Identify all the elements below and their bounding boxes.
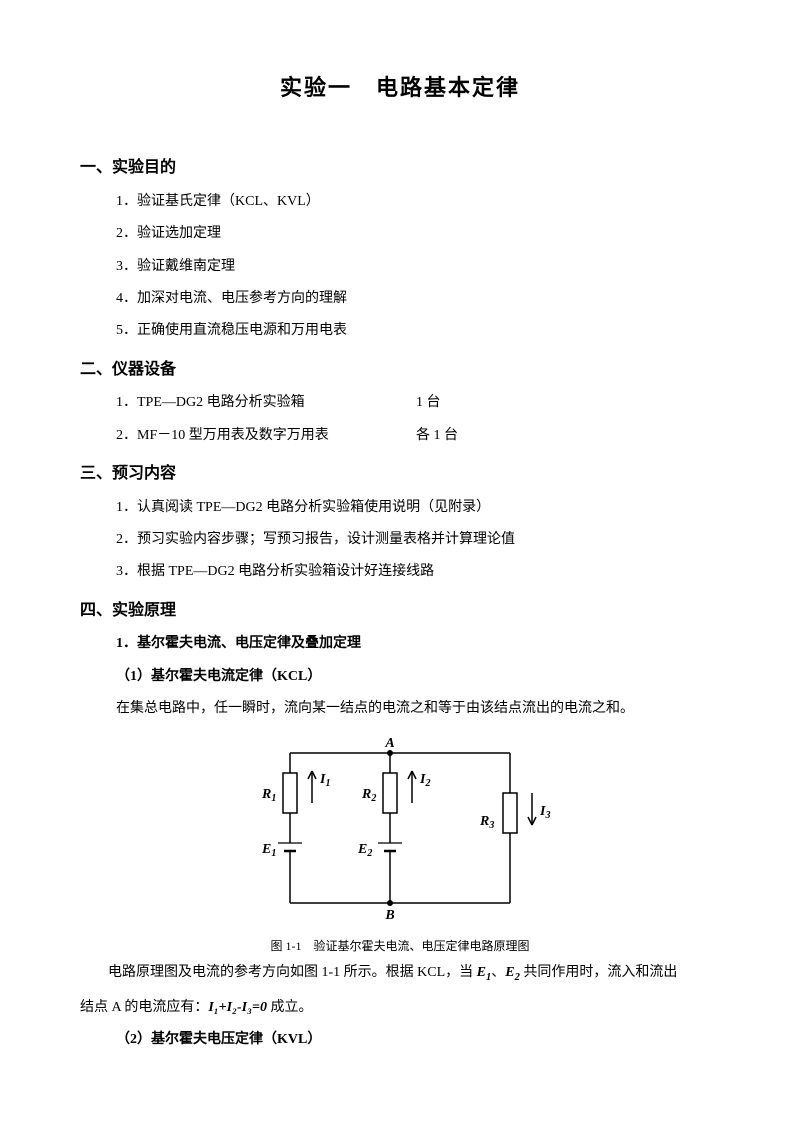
circuit-figure: A B I1 I2 I3 R1 R2 R3 E1 E2 bbox=[80, 733, 720, 931]
section-4-heading: 四、实验原理 bbox=[80, 598, 720, 624]
figure-caption: 图 1-1 验证基尔霍夫电流、电压定律电路原理图 bbox=[80, 937, 720, 956]
e2-label: E2 bbox=[357, 842, 372, 859]
list-item: 2．MF－10 型万用表及数字万用表 各 1 台 bbox=[116, 425, 720, 447]
page-title: 实验一 电路基本定律 bbox=[80, 70, 720, 105]
i3-label: I3 bbox=[539, 804, 550, 821]
list-item: 1．认真阅读 TPE—DG2 电路分析实验箱使用说明（见附录） bbox=[116, 497, 720, 519]
circuit-svg: A B I1 I2 I3 R1 R2 R3 E1 E2 bbox=[240, 733, 560, 923]
i2-label: I2 bbox=[419, 772, 430, 789]
kcl-equation: I₁+I₂-I₃=0 bbox=[208, 1000, 267, 1015]
section-1-list: 1．验证基氏定律（KCL、KVL） 2．验证选加定理 3．验证戴维南定理 4．加… bbox=[80, 191, 720, 343]
node-a-label: A bbox=[384, 736, 394, 751]
r2-label: R2 bbox=[361, 787, 376, 804]
equip-name: 1．TPE—DG2 电路分析实验箱 bbox=[116, 392, 416, 414]
list-item: 4．加深对电流、电压参考方向的理解 bbox=[116, 288, 720, 310]
kcl-text: 电路原理图及电流的参考方向如图 1-1 所示。根据 KCL，当 bbox=[108, 965, 477, 980]
equip-qty: 1 台 bbox=[416, 392, 441, 414]
kcl-para-2: 结点 A 的电流应有：I₁+I₂-I₃=0 成立。 bbox=[80, 997, 720, 1019]
kcl-text: 成立。 bbox=[267, 1000, 313, 1015]
list-item: 1．TPE—DG2 电路分析实验箱 1 台 bbox=[116, 392, 720, 414]
kcl-body: 在集总电路中，任一瞬时，流向某一结点的电流之和等于由该结点流出的电流之和。 bbox=[80, 698, 720, 720]
node-b-label: B bbox=[384, 908, 394, 923]
list-item: 2．验证选加定理 bbox=[116, 223, 720, 245]
section-3-list: 1．认真阅读 TPE—DG2 电路分析实验箱使用说明（见附录） 2．预习实验内容… bbox=[80, 497, 720, 584]
section-2-heading: 二、仪器设备 bbox=[80, 357, 720, 383]
r3-label: R3 bbox=[479, 814, 494, 831]
r1-label: R1 bbox=[261, 787, 276, 804]
list-item: 3．根据 TPE—DG2 电路分析实验箱设计好连接线路 bbox=[116, 561, 720, 583]
list-item: 1．验证基氏定律（KCL、KVL） bbox=[116, 191, 720, 213]
e1-label: E1 bbox=[261, 842, 276, 859]
kcl-text: 结点 A 的电流应有： bbox=[80, 1000, 208, 1015]
equip-name: 2．MF－10 型万用表及数字万用表 bbox=[116, 425, 416, 447]
section-2-list: 1．TPE—DG2 电路分析实验箱 1 台 2．MF－10 型万用表及数字万用表… bbox=[80, 392, 720, 447]
section-1-heading: 一、实验目的 bbox=[80, 155, 720, 181]
list-item: 5．正确使用直流稳压电源和万用电表 bbox=[116, 320, 720, 342]
i1-label: I1 bbox=[319, 772, 330, 789]
section-4-sub1: 1．基尔霍夫电流、电压定律及叠加定理 bbox=[80, 633, 720, 655]
kcl-heading: （1）基尔霍夫电流定律（KCL） bbox=[80, 666, 720, 688]
list-item: 2．预习实验内容步骤；写预习报告，设计测量表格并计算理论值 bbox=[116, 529, 720, 551]
section-3-heading: 三、预习内容 bbox=[80, 461, 720, 487]
kcl-para-1: 电路原理图及电流的参考方向如图 1-1 所示。根据 KCL，当 E1、E2 共同… bbox=[80, 962, 720, 987]
list-item: 3．验证戴维南定理 bbox=[116, 256, 720, 278]
kcl-text: 、 bbox=[491, 965, 505, 980]
kvl-heading: （2）基尔霍夫电压定律（KVL） bbox=[80, 1029, 720, 1051]
kcl-text: 共同作用时，流入和流出 bbox=[520, 965, 678, 980]
equip-qty: 各 1 台 bbox=[416, 425, 458, 447]
